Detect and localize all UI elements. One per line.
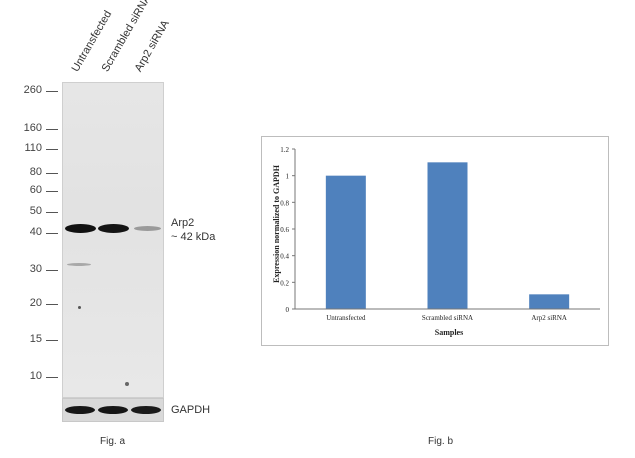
x-tick-label: Untransfected (326, 314, 366, 322)
mw-marker-label: 20 (29, 297, 42, 309)
bar-series (325, 162, 570, 309)
gapdh-band-arp2-sirna (131, 406, 161, 414)
lane-label-arp2-sirna: Arp2 siRNA (132, 18, 172, 74)
mw-marker-label: 30 (29, 263, 42, 275)
y-tick-label: 0.8 (280, 199, 289, 207)
mw-marker-label: 160 (23, 122, 42, 134)
mw-marker-tick (46, 91, 58, 92)
mw-marker-tick (46, 233, 58, 234)
blot-speck (125, 382, 129, 386)
mw-marker-tick (46, 304, 58, 305)
mw-marker-label: 110 (24, 142, 42, 154)
mw-marker-label: 50 (29, 205, 42, 217)
gapdh-blot (62, 398, 164, 422)
mw-marker-tick (46, 270, 58, 271)
mw-marker-tick (46, 212, 58, 213)
y-tick-label: 1.2 (280, 146, 289, 154)
mw-marker-label: 260 (23, 84, 42, 96)
y-tick-label: 0.6 (280, 226, 289, 234)
mw-marker-tick (46, 149, 58, 150)
y-axis-title: Expression normalized to GAPDH (272, 164, 281, 283)
mw-marker-tick (46, 191, 58, 192)
gapdh-label: GAPDH (171, 404, 211, 416)
figure-b-caption: Fig. b (428, 436, 454, 447)
y-axis: 0 0.2 0.4 0.6 0.8 1 1.2 (280, 146, 296, 314)
y-tick-label: 0.4 (280, 253, 289, 261)
arp2-size-label: ~ 42 kDa (171, 231, 216, 243)
bar (427, 162, 468, 309)
mw-marker-label: 60 (29, 184, 42, 196)
mw-marker-tick (46, 173, 58, 174)
mw-marker-tick (46, 340, 58, 341)
blot-membrane (62, 82, 164, 398)
mw-marker-label: 80 (29, 166, 42, 178)
x-axis: Untransfected Scrambled siRNA Arp2 siRNA (295, 308, 600, 322)
bar (325, 175, 366, 309)
arp2-band-scrambled-sirna (98, 224, 129, 233)
chart-frame: 0 0.2 0.4 0.6 0.8 1 1.2 Untransfected Scrambled… (261, 136, 609, 346)
gapdh-band-scrambled-sirna (98, 406, 128, 414)
bar-chart: 0 0.2 0.4 0.6 0.8 1 1.2 Untransfected Scrambled… (272, 146, 600, 337)
mw-marker-label: 10 (29, 370, 42, 382)
y-tick-label: 0 (286, 306, 290, 314)
y-tick-label: 1 (286, 173, 290, 181)
y-tick-label: 0.2 (280, 279, 289, 287)
x-tick-label: Scrambled siRNA (422, 314, 473, 322)
mw-marker-tick (46, 377, 58, 378)
figure-a-caption: Fig. a (100, 436, 126, 447)
bar (529, 294, 570, 309)
arp2-band-untransfected (65, 224, 96, 233)
mw-marker-label: 15 (29, 333, 42, 345)
arp2-label: Arp2 (171, 217, 195, 229)
x-tick-label: Arp2 siRNA (531, 314, 567, 322)
mw-marker-tick (46, 129, 58, 130)
arp2-band-arp2-sirna (134, 226, 161, 231)
gapdh-band-untransfected (65, 406, 95, 414)
mw-marker-label: 40 (29, 226, 42, 238)
western-blot-figure: Untransfected Scrambled siRNA Arp2 siRNA… (0, 0, 250, 458)
blot-speck (78, 306, 81, 309)
x-axis-title: Samples (435, 328, 463, 337)
nonspecific-band (67, 263, 91, 266)
